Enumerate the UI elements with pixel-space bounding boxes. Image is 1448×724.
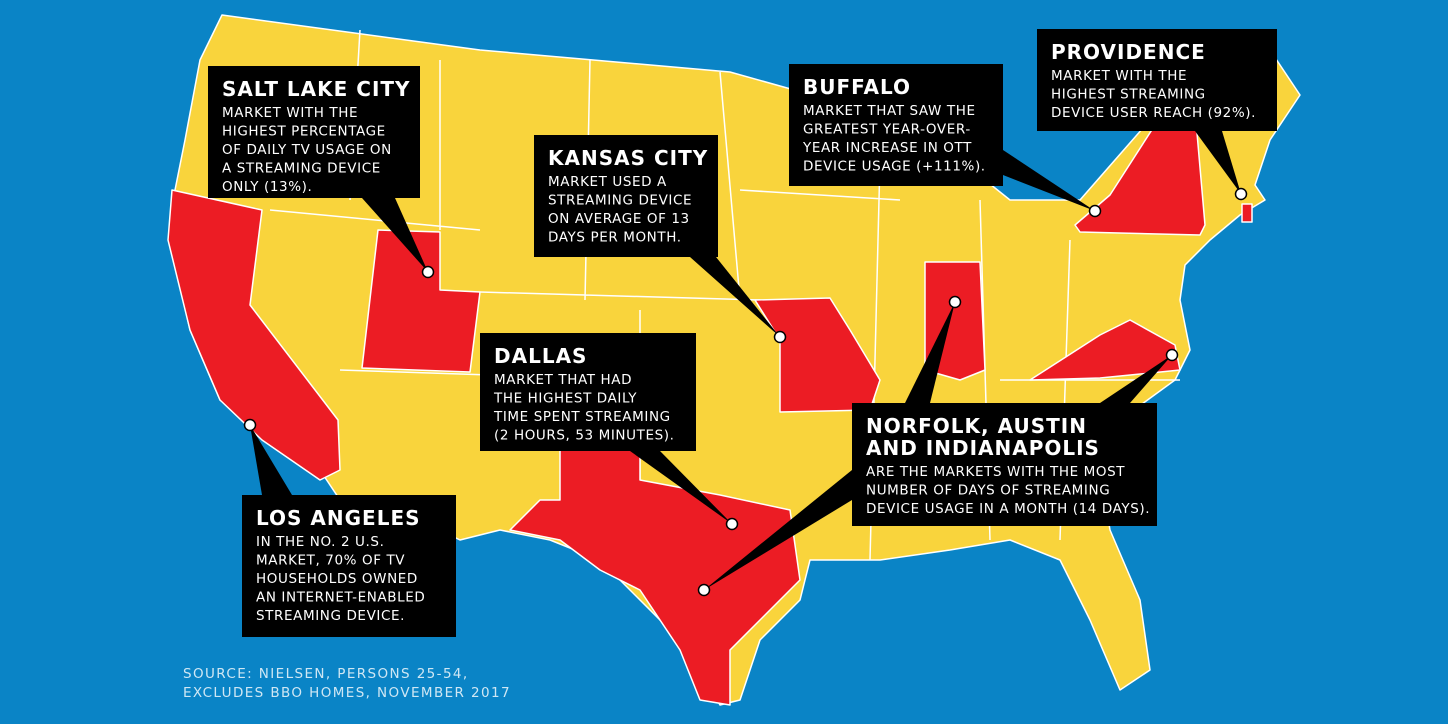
market-dot	[948, 295, 962, 309]
source-note: SOURCE: NIELSEN, PERSONS 25-54, EXCLUDES …	[183, 666, 511, 701]
callout-box	[242, 495, 456, 637]
leader	[704, 470, 852, 590]
callout: PROVIDENCE MARKET WITH THE HIGHEST STREAMI…	[1037, 29, 1277, 201]
callout-text: NUMBER OF DAYS OF STREAMING	[866, 483, 1110, 499]
leader	[1100, 355, 1172, 403]
callout-text: DEVICE USER REACH (92%).	[1051, 105, 1256, 121]
callout-text: YEAR INCREASE IN OTT	[802, 140, 972, 156]
market-dot	[697, 583, 711, 597]
market-dot	[421, 265, 435, 279]
market-dot	[773, 330, 787, 344]
callout-title: KANSAS CITY	[548, 146, 708, 170]
callout-text: MARKET THAT SAW THE	[803, 103, 976, 119]
callout-text: MARKET WITH THE	[222, 105, 358, 121]
callout-title: BUFFALO	[803, 75, 911, 99]
callout: LOS ANGELES IN THE NO. 2 U.S. MARKET, 70% …	[242, 418, 456, 637]
callout-text: THE HIGHEST DAILY	[493, 391, 637, 407]
callout-box	[852, 403, 1157, 526]
callout-title: DALLAS	[494, 344, 587, 368]
market-dot	[1165, 348, 1179, 362]
callout-text: MARKET, 70% OF TV	[256, 553, 405, 569]
callout-text: STREAMING DEVICE.	[256, 608, 405, 624]
callout-title: PROVIDENCE	[1051, 40, 1206, 64]
callout-text: DEVICE USAGE IN A MONTH (14 DAYS).	[866, 501, 1150, 517]
callout-box	[789, 64, 1003, 186]
callouts: SALT LAKE CITY MARKET WITH THE HIGHEST PER…	[208, 29, 1277, 637]
callout-text: TIME SPENT STREAMING	[493, 409, 671, 425]
callout-text: OF DAILY TV USAGE ON	[222, 142, 392, 158]
callout-box	[208, 66, 420, 198]
callout-box	[1037, 29, 1277, 131]
source-line: SOURCE: NIELSEN, PERSONS 25-54,	[183, 666, 469, 682]
leader	[630, 451, 732, 524]
leader	[905, 302, 955, 403]
callout-text: (2 HOURS, 53 MINUTES).	[494, 428, 675, 444]
callout-text: MARKET THAT HAD	[494, 372, 632, 388]
callout-text: GREATEST YEAR-OVER-	[803, 122, 971, 138]
callout: SALT LAKE CITY MARKET WITH THE HIGHEST PER…	[208, 66, 435, 279]
callout-title: LOS ANGELES	[256, 506, 421, 530]
callout-box	[480, 333, 696, 451]
leader	[690, 257, 780, 337]
callout-text: ARE THE MARKETS WITH THE MOST	[866, 464, 1125, 480]
market-dot	[725, 517, 739, 531]
market-dot	[243, 418, 257, 432]
callout-text: MARKET WITH THE	[1051, 68, 1187, 84]
source-line: EXCLUDES BBO HOMES, NOVEMBER 2017	[183, 685, 511, 701]
callout: DALLAS MARKET THAT HAD THE HIGHEST DAILY TI…	[480, 333, 739, 531]
callout-text: DAYS PER MONTH.	[548, 230, 682, 246]
callout-title: NORFOLK, AUSTIN	[866, 414, 1087, 438]
callout-text: HIGHEST STREAMING	[1051, 87, 1206, 103]
callout-text: ON AVERAGE OF 13	[548, 211, 690, 227]
leader	[1195, 131, 1241, 194]
callout-text: HIGHEST PERCENTAGE	[222, 124, 386, 140]
callout-text: ONLY (13%).	[222, 179, 312, 195]
callout-text: HOUSEHOLDS OWNED	[256, 571, 418, 587]
callout-text: DEVICE USAGE (+111%).	[803, 159, 986, 175]
leader	[250, 425, 292, 495]
leader	[362, 198, 428, 272]
highlighted-states	[167, 109, 1253, 706]
callout: BUFFALO MARKET THAT SAW THE GREATEST YEAR-…	[789, 64, 1102, 218]
callout-title: AND INDIANAPOLIS	[866, 436, 1100, 460]
callout-text: MARKET USED A	[548, 174, 667, 190]
callout-text: IN THE NO. 2 U.S.	[256, 534, 384, 550]
callout: KANSAS CITY MARKET USED A STREAMING DEVICE…	[534, 135, 787, 344]
leader	[1003, 150, 1095, 211]
market-dot	[1088, 204, 1102, 218]
callout-text: A STREAMING DEVICE	[222, 161, 381, 177]
market-dot	[1234, 187, 1248, 201]
callout-text: STREAMING DEVICE	[548, 193, 692, 209]
callout-text: AN INTERNET-ENABLED	[256, 590, 425, 606]
callout-box	[534, 135, 718, 257]
callout-title: SALT LAKE CITY	[222, 77, 411, 101]
